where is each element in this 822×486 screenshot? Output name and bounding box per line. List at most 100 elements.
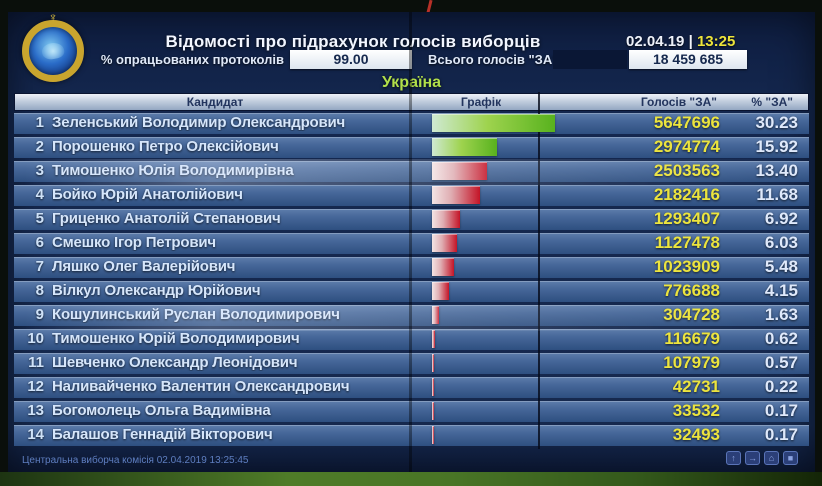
percent-value: 4.15 <box>764 281 798 300</box>
percent-value: 0.22 <box>764 377 798 396</box>
total-votes-label: Всього голосів "ЗА" <box>428 52 559 67</box>
candidate-name: Балашов Геннадій Вікторович <box>52 426 273 443</box>
home-icon[interactable]: ⌂ <box>764 451 779 465</box>
region-title: Україна <box>381 74 442 91</box>
column-header-candidate: Кандидат <box>186 95 244 109</box>
candidate-rank: 9 <box>35 306 44 323</box>
table-row: 12 Наливайченко Валентин Олександрович 4… <box>14 377 809 398</box>
candidate-rank: 11 <box>28 354 44 371</box>
votes-value: 2182416 <box>653 185 720 204</box>
votes-value: 1127478 <box>654 233 720 252</box>
candidate-rank: 14 <box>27 426 44 443</box>
datetime-separator: | <box>688 33 693 50</box>
votes-value: 42731 <box>672 377 720 396</box>
vote-share-bar <box>432 258 454 276</box>
candidate-rank: 4 <box>35 186 44 203</box>
votes-value: 2503563 <box>653 161 720 180</box>
candidate-rank: 5 <box>35 210 44 227</box>
percent-value: 6.03 <box>764 233 798 252</box>
results-table-body: 1 Зеленський Володимир Олександрович 564… <box>14 113 809 449</box>
candidate-name: Вілкул Олександр Юрійович <box>52 282 261 299</box>
arrow-up-icon[interactable]: ↑ <box>726 451 741 465</box>
datetime: 02.04.19 | 13:25 <box>626 33 735 50</box>
table-header: Кандидат Графік Голосів "ЗА" % "ЗА" <box>14 93 809 111</box>
vote-share-bar <box>432 114 555 132</box>
table-row: 11 Шевченко Олександр Леонідович 107979 … <box>14 353 809 374</box>
vote-share-bar <box>432 330 435 348</box>
votes-value: 32493 <box>672 425 720 444</box>
vote-share-bar <box>432 426 434 444</box>
candidate-rank: 1 <box>35 114 44 131</box>
candidate-name: Шевченко Олександр Леонідович <box>52 354 298 371</box>
votes-value: 1023909 <box>653 257 720 276</box>
page-title: Відомості про підрахунок голосів виборці… <box>165 32 541 51</box>
votes-value: 1293407 <box>653 209 720 228</box>
table-row: 8 Вілкул Олександр Юрійович 776688 4.15 <box>14 281 809 302</box>
table-row: 3 Тимошенко Юлія Володимирівна 2503563 1… <box>14 161 809 182</box>
candidate-name: Тимошенко Юрій Володимирович <box>52 330 300 347</box>
total-votes-value: 18 459 685 <box>629 50 747 69</box>
table-row: 6 Смешко Ігор Петрович 1127478 6.03 <box>14 233 809 254</box>
arrow-right-icon[interactable]: → <box>745 451 760 465</box>
table-row: 9 Кошулинський Руслан Володимирович 3047… <box>14 305 809 326</box>
vote-share-bar <box>432 234 457 252</box>
percent-value: 11.68 <box>756 185 798 204</box>
vote-share-bar <box>432 210 460 228</box>
percent-value: 15.92 <box>755 137 798 156</box>
date-value: 02.04.19 <box>626 33 685 50</box>
percent-value: 6.92 <box>764 209 798 228</box>
candidate-name: Богомолець Ольга Вадимівна <box>52 402 271 419</box>
candidate-rank: 8 <box>35 282 44 299</box>
table-row: 7 Ляшко Олег Валерійович 1023909 5.48 <box>14 257 809 278</box>
candidate-rank: 7 <box>35 258 44 275</box>
protocols-label: % опрацьованих протоколів <box>100 52 284 67</box>
protocols-value: 99.00 <box>290 50 412 69</box>
candidate-rank: 3 <box>35 162 44 179</box>
percent-value: 5.48 <box>764 257 798 276</box>
vote-share-bar <box>432 162 487 180</box>
percent-value: 30.23 <box>755 113 798 132</box>
candidate-name: Тимошенко Юлія Володимирівна <box>52 162 294 179</box>
vote-share-bar <box>432 138 497 156</box>
votes-value: 304728 <box>663 305 720 324</box>
candidate-name: Ляшко Олег Валерійович <box>52 258 236 275</box>
vote-share-bar <box>432 354 434 372</box>
table-row: 10 Тимошенко Юрій Володимирович 116679 0… <box>14 329 809 350</box>
panel-seam <box>409 12 412 472</box>
percent-value: 0.17 <box>764 401 798 420</box>
table-row: 5 Гриценко Анатолій Степанович 1293407 6… <box>14 209 809 230</box>
percent-value: 0.57 <box>764 353 798 372</box>
results-screen: ♆ Відомості про підрахунок голосів вибор… <box>8 11 815 472</box>
votes-value: 116679 <box>664 329 720 348</box>
votes-value: 776688 <box>663 281 720 300</box>
status-bar: Центральна виборча комісія 02.04.2019 13… <box>22 455 249 466</box>
trident-icon: ♆ <box>48 10 58 24</box>
cec-emblem: ♆ <box>22 11 84 82</box>
votes-value: 5647696 <box>653 113 720 132</box>
candidate-name: Смешко Ігор Петрович <box>52 234 216 251</box>
candidate-name: Бойко Юрій Анатолійович <box>52 186 243 203</box>
percent-value: 1.63 <box>764 305 798 324</box>
total-filler-panel <box>553 50 627 69</box>
column-header-percent: % "ЗА" <box>751 95 793 109</box>
percent-value: 13.40 <box>755 161 798 180</box>
table-row: 14 Балашов Геннадій Вікторович 32493 0.1… <box>14 425 809 446</box>
votes-value: 2974774 <box>653 137 720 156</box>
column-divider <box>538 92 540 449</box>
table-row: 2 Порошенко Петро Олексійович 2974774 15… <box>14 137 809 158</box>
percent-value: 0.17 <box>764 425 798 444</box>
candidate-rank: 12 <box>27 378 44 395</box>
candidate-rank: 13 <box>27 402 44 419</box>
percent-value: 0.62 <box>764 329 798 348</box>
column-header-votes: Голосів "ЗА" <box>640 95 717 109</box>
stop-icon[interactable]: ■ <box>783 451 798 465</box>
column-header-chart: Графік <box>460 95 502 109</box>
table-row: 4 Бойко Юрій Анатолійович 2182416 11.68 <box>14 185 809 206</box>
table-row: 1 Зеленський Володимир Олександрович 564… <box>14 113 809 134</box>
candidate-rank: 6 <box>35 234 44 251</box>
candidate-name: Зеленський Володимир Олександрович <box>52 114 346 131</box>
vote-share-bar <box>432 186 480 204</box>
background-wall <box>0 472 822 486</box>
candidate-rank: 10 <box>27 330 44 347</box>
